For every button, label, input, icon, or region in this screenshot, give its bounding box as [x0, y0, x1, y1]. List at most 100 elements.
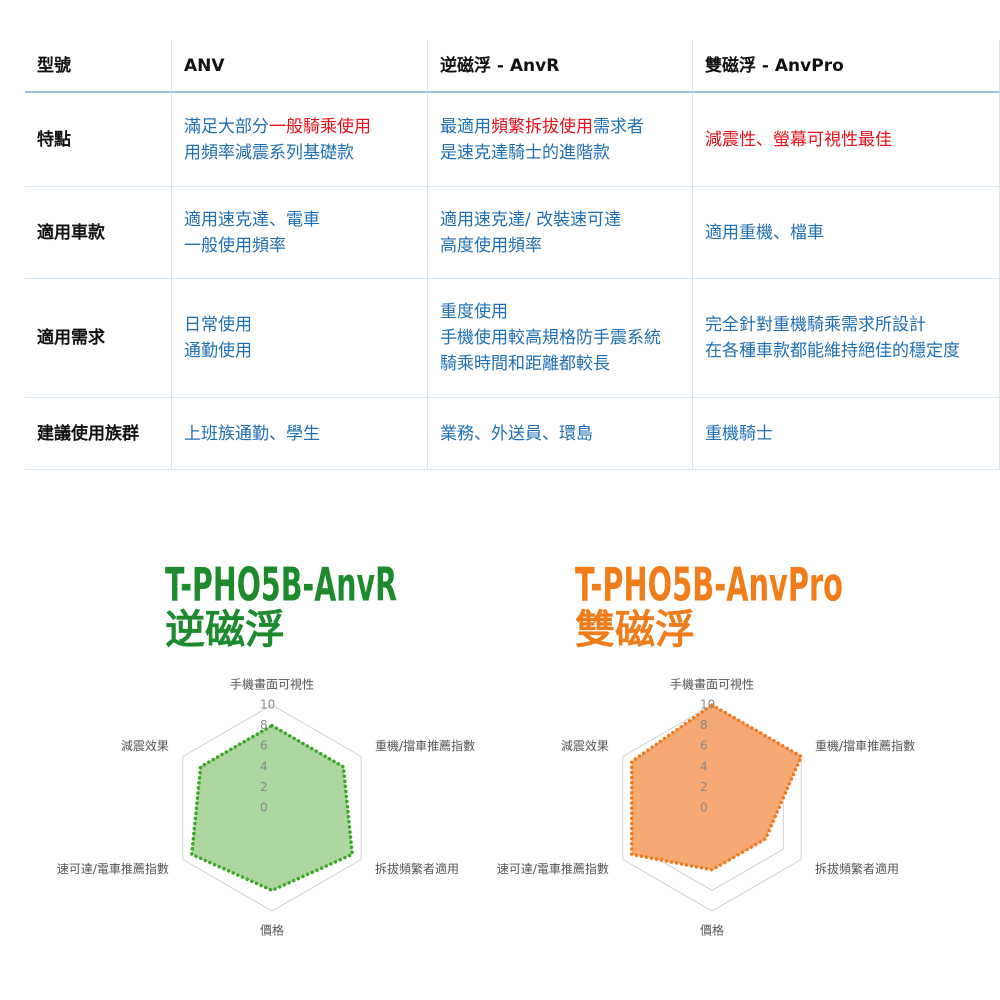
tick-label: 6	[700, 739, 708, 753]
header-text: 逆磁浮 - AnvR	[440, 55, 560, 76]
table-cell: 完全針對重機騎乘需求所設計在各種車款都能維持絕佳的穩定度	[693, 279, 1000, 398]
axis-label: 價格	[260, 923, 284, 938]
cell-text: 適用速克達、電車	[184, 209, 320, 230]
cell-text: 通勤使用	[184, 341, 252, 361]
tick-label: 10	[700, 698, 715, 712]
axis-label: 重機/擋車推薦指數	[815, 738, 915, 753]
axis-label: 拆拔頻繁者適用	[815, 861, 899, 876]
tick-label: 0	[700, 801, 708, 815]
cell-text: 需求者	[593, 116, 644, 137]
cell-line: 在各種車款都能維持絕佳的穩定度	[705, 338, 999, 364]
cell-line: 滿足大部分一般騎乘使用	[184, 114, 427, 140]
cell-line: 日常使用	[184, 312, 427, 338]
tick-label: 8	[260, 718, 268, 732]
table-cell: 最適用頻繁拆拔使用需求者 是速克達騎士的進階款	[428, 93, 693, 187]
row-label: 適用車款	[25, 187, 172, 279]
row-label: 適用需求	[25, 279, 172, 398]
cell-line: 重度使用	[440, 299, 692, 325]
table-cell: 業務、外送員、環島	[428, 398, 693, 470]
chart-subtitle: 雙磁浮	[575, 607, 695, 653]
axis-label: 手機畫面可視性	[230, 677, 314, 692]
cell-line: 通勤使用	[184, 338, 427, 364]
table-cell: 上班族通勤、學生	[172, 398, 428, 470]
table-cell: 滿足大部分一般騎乘使用 用頻率減震系列基礎款	[172, 93, 428, 187]
radar-area	[629, 702, 804, 872]
header-cell: 型號	[25, 40, 172, 93]
cell-text: 日常使用	[184, 315, 252, 335]
chart-title: T-PHO5B-AnvPro	[575, 558, 843, 612]
cell-text: 在各種車款都能維持絕佳的穩定度	[705, 341, 960, 361]
table-cell: 適用速克達、電車 一般使用頻率	[172, 187, 428, 279]
cell-line: 高度使用頻率	[440, 233, 692, 259]
cell-text: 高度使用頻率	[440, 235, 542, 256]
cell-line: 業務、外送員、環島	[440, 421, 692, 447]
cell-text: 重度使用	[440, 302, 508, 322]
cell-text: 滿足大部分	[184, 116, 269, 137]
row-label: 建議使用族群	[25, 398, 172, 470]
cell-line: 適用速克達、電車	[184, 207, 427, 233]
tick-label: 2	[700, 780, 708, 794]
table-cell: 日常使用 通勤使用	[172, 279, 428, 398]
cell-text: 重機騎士	[705, 423, 773, 444]
chart-title: T-PHO5B-AnvR	[165, 558, 397, 612]
cell-line: 用頻率減震系列基礎款	[184, 140, 427, 166]
table-cell: 適用速克達/ 改裝速可達 高度使用頻率	[428, 187, 693, 279]
cell-line: 上班族通勤、學生	[184, 421, 427, 447]
axis-label: 速可達/電車推薦指數	[497, 861, 609, 876]
header-text: 型號	[37, 55, 71, 76]
cell-line: 適用速克達/ 改裝速可達	[440, 207, 692, 233]
axis-label: 手機畫面可視性	[670, 677, 754, 692]
cell-text: 業務、外送員、環島	[440, 423, 593, 444]
cell-line: 騎乘時間和距離都較長	[440, 351, 692, 377]
cell-text: 手機使用較高規格防手震系統	[440, 328, 661, 348]
radar-area	[189, 723, 355, 893]
header-cell: 逆磁浮 - AnvR	[428, 40, 693, 93]
cell-text: 完全針對重機騎乘需求所設計	[705, 315, 926, 335]
cell-line: 適用重機、檔車	[705, 220, 999, 246]
row-label: 特點	[25, 93, 172, 187]
cell-text: 一般騎乘使用	[269, 116, 371, 137]
cell-line: 一般使用頻率	[184, 233, 427, 259]
tick-label: 2	[260, 780, 268, 794]
tick-label: 4	[700, 759, 708, 773]
cell-text: 是速克達騎士的進階款	[440, 142, 610, 163]
cell-text: 上班族通勤、學生	[184, 423, 320, 444]
chart-subtitle: 逆磁浮	[165, 607, 285, 653]
cell-text: 最適用	[440, 116, 491, 137]
cell-text: 一般使用頻率	[184, 235, 286, 256]
row-label-text: 特點	[37, 129, 71, 150]
axis-label: 拆拔頻繁者適用	[375, 861, 459, 876]
row-label-text: 適用需求	[37, 328, 105, 348]
grid-hexagon	[182, 704, 362, 912]
tick-label: 10	[260, 698, 275, 712]
header-text: 雙磁浮 - AnvPro	[705, 55, 844, 76]
axis-label: 速可達/電車推薦指數	[57, 861, 169, 876]
axis-label: 減震效果	[121, 738, 169, 753]
cell-text: 減震性、螢幕可視性最佳	[705, 129, 892, 150]
cell-line: 重機騎士	[705, 421, 999, 447]
tick-label: 0	[260, 801, 268, 815]
cell-line: 減震性、螢幕可視性最佳	[705, 127, 999, 153]
header-cell: ANV	[172, 40, 428, 93]
cell-text: 用頻率減震系列基礎款	[184, 142, 354, 163]
row-label-text: 建議使用族群	[37, 423, 139, 444]
row-label-text: 適用車款	[37, 222, 105, 243]
tick-label: 8	[700, 718, 708, 732]
axis-label: 減震效果	[561, 738, 609, 753]
axis-label: 價格	[700, 923, 724, 938]
cell-line: 是速克達騎士的進階款	[440, 140, 692, 166]
table-cell: 重度使用手機使用較高規格防手震系統 騎乘時間和距離都較長	[428, 279, 693, 398]
tick-label: 6	[260, 739, 268, 753]
cell-text: 頻繁拆拔使用	[491, 116, 593, 137]
cell-line: 完全針對重機騎乘需求所設計	[705, 312, 999, 338]
cell-text: 適用速克達/ 改裝速可達	[440, 209, 622, 230]
cell-text: 騎乘時間和距離都較長	[440, 354, 610, 374]
cell-text: 適用重機、檔車	[705, 222, 824, 243]
tick-label: 4	[260, 759, 268, 773]
header-text: ANV	[184, 55, 225, 76]
axis-label: 重機/擋車推薦指數	[375, 738, 475, 753]
cell-line: 最適用頻繁拆拔使用需求者	[440, 114, 692, 140]
cell-line: 手機使用較高規格防手震系統	[440, 325, 692, 351]
